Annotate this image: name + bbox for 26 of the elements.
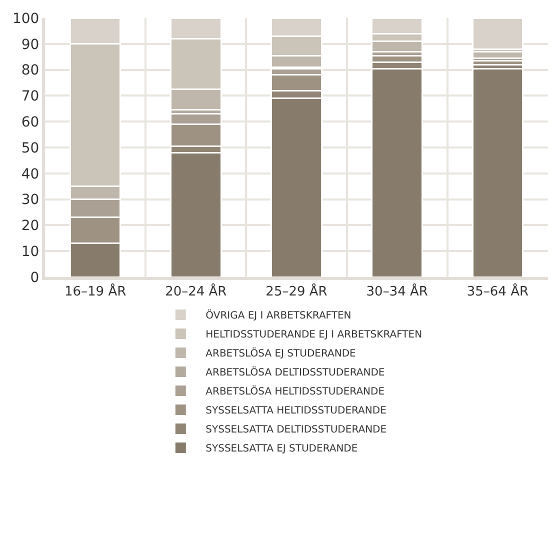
- y-tick-label: 80: [21, 62, 40, 79]
- legend-label: HELTIDSSTUDERANDE EJ I ARBETSKRAFTEN: [206, 330, 422, 341]
- y-tick-label: 50: [21, 140, 40, 156]
- bar: [472, 68, 524, 277]
- x-tick-label: 20–24 ÅR: [165, 282, 227, 300]
- legend-label: ARBETSLÖSA DELTIDSSTUDERANDE: [206, 366, 385, 379]
- y-tick-label: 100: [12, 10, 40, 27]
- y-tick-label: 30: [21, 192, 40, 208]
- legend-label: SYSSELSATTA HELTIDSSTUDERANDE: [206, 406, 386, 417]
- y-tick-label: 0: [30, 270, 40, 286]
- legend-label: ARBETSLÖSA EJ STUDERANDE: [206, 346, 356, 360]
- x-tick-label: 16–19 ÅR: [64, 282, 126, 300]
- y-tick-label: 40: [21, 166, 40, 182]
- y-tick-label: 60: [21, 114, 40, 130]
- x-tick-label: 25–29 ÅR: [266, 282, 328, 300]
- legend-label: SYSSELSATTA EJ STUDERANDE: [206, 444, 358, 455]
- y-tick-label: 90: [21, 36, 40, 53]
- legend-label: SYSSELSATTA DELTIDSSTUDERANDE: [206, 424, 387, 436]
- legend-label: ARBETSLÖSA HELTIDSSTUDERANDE: [206, 384, 385, 398]
- y-tick-label: 20: [21, 218, 40, 234]
- y-tick-label: 70: [21, 88, 40, 105]
- legend-label: ÖVRIGA EJ I ARBETSKRAFTEN: [206, 308, 352, 322]
- y-tick-label: 10: [21, 244, 40, 260]
- bar: [472, 18, 524, 50]
- x-tick-label: 35–64 ÅR: [466, 282, 529, 300]
- x-tick-label: 30–34 ÅR: [366, 282, 428, 300]
